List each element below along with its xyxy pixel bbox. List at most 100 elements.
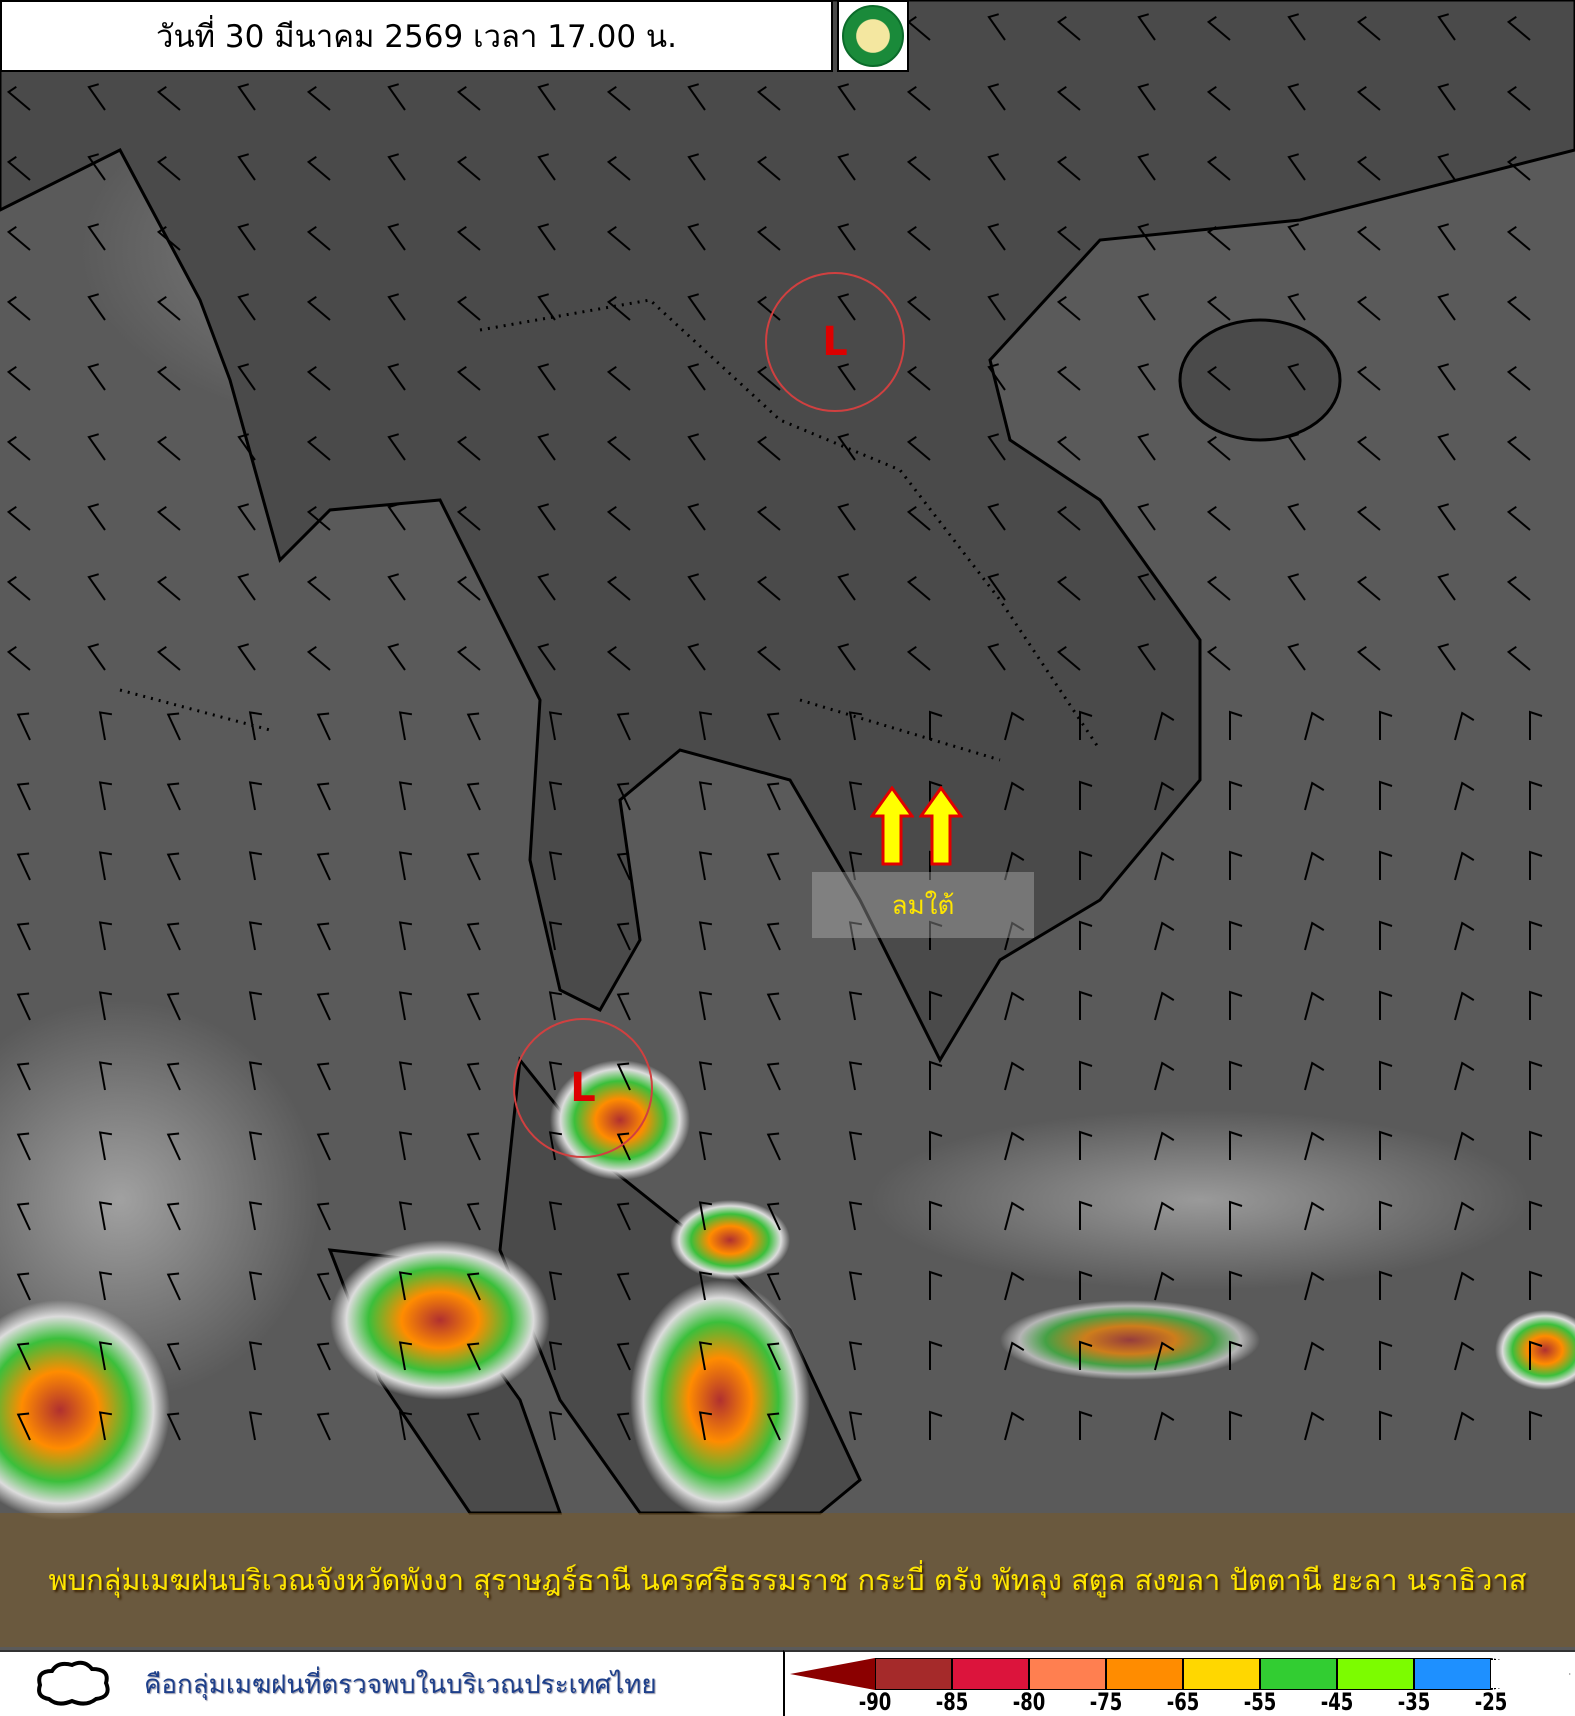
low-pressure-label: L [822,319,848,365]
wind-barb [87,223,106,251]
wind-barb [306,295,331,321]
wind-barb [387,573,406,601]
wind-barb [698,1411,713,1441]
wind-barb [756,225,781,251]
wind-barb [156,155,181,181]
wind-barb [1154,1201,1175,1231]
wind-barb [1304,1411,1325,1441]
wind-barb [687,573,706,601]
wind-barb [316,852,331,881]
wind-barb [1379,850,1393,880]
wind-barb [1137,503,1156,531]
wind-barb [6,225,31,251]
wind-barb [766,1272,781,1301]
wind-barb [698,921,713,951]
wind-barb [906,225,931,251]
wind-barb [1304,851,1325,881]
wind-barb [248,851,263,881]
wind-barb [548,1341,563,1371]
wind-barb [606,225,631,251]
wind-barb [316,992,331,1021]
wind-barb [837,433,856,461]
wind-barb [1056,505,1081,531]
wind-barb [1529,710,1543,740]
wind-barb [698,1131,713,1161]
wind-barb [766,1412,781,1441]
low-pressure-south: L [513,1018,653,1158]
wind-barb [1056,15,1081,41]
wind-barb [1056,295,1081,321]
wind-barb [316,1132,331,1161]
wind-barb [237,433,256,461]
wind-barb [1529,1200,1543,1230]
wind-barb [1304,1061,1325,1091]
colorbar-tick: -55 [1243,1688,1277,1716]
wind-barb [537,83,556,111]
wind-barb [1506,365,1531,391]
wind-barb [1229,920,1243,950]
wind-barb [1304,781,1325,811]
wind-barb [1154,1131,1175,1161]
wind-barb [1206,15,1231,41]
wind-barb [906,575,931,601]
wind-barb [1529,1270,1543,1300]
wind-barb [1079,1270,1093,1300]
wind-barb [1379,920,1393,950]
wind-barb [1437,643,1456,671]
wind-barb [1206,225,1231,251]
wind-barb [548,991,563,1021]
colorbar-swatch [875,1658,952,1690]
wind-barb [1137,223,1156,251]
wind-barb [156,85,181,111]
wind-barb [237,83,256,111]
wind-barb [398,851,413,881]
wind-barb [6,155,31,181]
wind-barb [1154,1341,1175,1371]
wind-barb [837,223,856,251]
wind-barb [1229,780,1243,810]
wind-barb [1079,1060,1093,1090]
wind-barb [1137,13,1156,41]
colorbar-swatch [1337,1658,1414,1690]
wind-barb [466,1062,481,1091]
wind-barb [1454,1271,1475,1301]
wind-barb [1506,225,1531,251]
wind-barb [698,1061,713,1091]
colorbar-swatch [1260,1658,1337,1690]
wind-barb [6,645,31,671]
wind-barb [1379,1200,1393,1230]
wind-barb [387,363,406,391]
wind-barb [548,711,563,741]
wind-barb [456,225,481,251]
wind-barb [606,295,631,321]
rain-clouds [0,1060,1575,1520]
wind-barb [766,922,781,951]
wind-barb [248,1411,263,1441]
wind-barb [98,991,113,1021]
colorbar-tick: -90 [858,1688,892,1716]
wind-barb [766,712,781,741]
wind-barb [906,155,931,181]
wind-barb [1356,365,1381,391]
wind-barb [1004,781,1025,811]
wind-barb [16,922,31,951]
wind-barb [616,782,631,811]
wind-barb [16,852,31,881]
wind-barb [16,712,31,741]
wind-barb [456,365,481,391]
wind-barb [1206,365,1231,391]
wind-barb [1437,433,1456,461]
wind-barb [687,503,706,531]
wind-barb [1056,85,1081,111]
wind-barb [248,1061,263,1091]
wind-barb [1287,223,1306,251]
wind-barb [606,575,631,601]
wind-barb [606,505,631,531]
wind-barb [156,505,181,531]
wind-barb [306,645,331,671]
wind-barb [548,1271,563,1301]
wind-barb [766,1202,781,1231]
wind-barb [1154,991,1175,1021]
wind-barb [1529,1340,1543,1370]
wind-barb [1206,435,1231,461]
